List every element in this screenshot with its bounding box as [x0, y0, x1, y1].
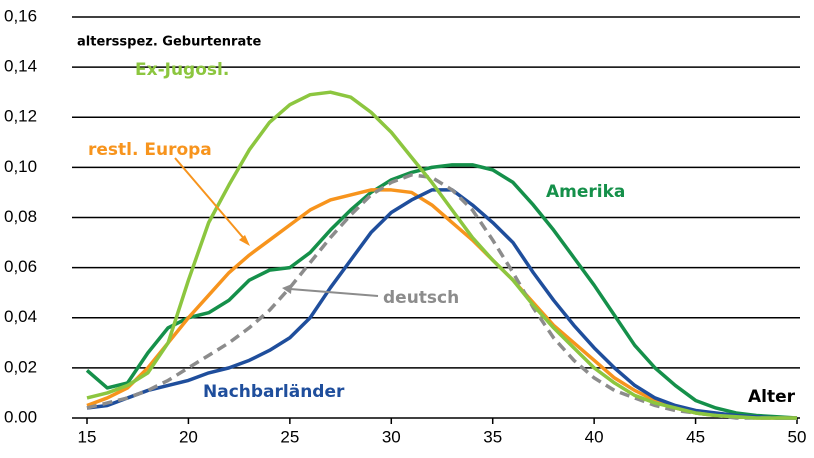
x-tick-label: 45 [686, 427, 705, 446]
series-label: Nachbarländer [203, 382, 345, 402]
x-tick-label: 15 [78, 427, 97, 446]
arrow-head [239, 235, 250, 246]
y-tick-label: 0.00 [4, 407, 37, 426]
x-axis-label: Alter [748, 387, 796, 407]
x-tick-label: 30 [382, 427, 401, 446]
lines [85, 90, 798, 420]
series-line [86, 173, 797, 420]
x-tick-label: 40 [585, 427, 604, 446]
y-tick-label: 0,04 [4, 307, 37, 326]
y-tick-label: 0,12 [4, 107, 37, 126]
y-tick-label: 0,08 [4, 207, 37, 226]
arrow [174, 157, 247, 242]
series-line [86, 90, 797, 420]
series-label: restl. Europa [88, 140, 212, 160]
arrow [289, 288, 379, 297]
y-tick-label: 0,10 [4, 157, 37, 176]
y-tick-label: 0,14 [4, 57, 37, 76]
chart-title: altersspez. Geburtenrate [77, 35, 261, 50]
series-label: Ex-Jugosl. [135, 60, 229, 80]
y-tick-label: 0,16 [4, 6, 37, 25]
x-tick-label: 25 [280, 427, 299, 446]
series-label: deutsch [383, 288, 459, 308]
series-line [85, 163, 798, 420]
arrow-head [282, 284, 292, 294]
y-tick-label: 0,02 [4, 357, 37, 376]
x-tick-label: 35 [483, 427, 502, 446]
x-tick-label: 50 [788, 427, 807, 446]
series-label: Amerika [546, 182, 625, 202]
x-tick-label: 20 [179, 427, 198, 446]
y-tick-label: 0,06 [4, 257, 37, 276]
series-line [86, 188, 797, 420]
